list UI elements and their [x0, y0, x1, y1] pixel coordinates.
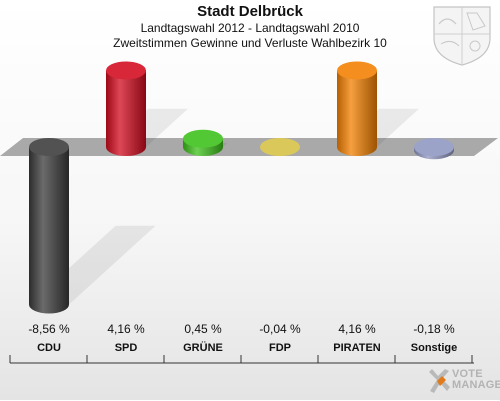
chart-title: Stadt Delbrück — [197, 3, 303, 20]
category-label-sonstige: Sonstige — [411, 342, 457, 354]
chart-subtitle: Landtagswahl 2012 - Landtagswahl 2010 — [140, 21, 360, 35]
bar-spd — [106, 61, 146, 156]
value-label-spd: 4,16 % — [107, 322, 145, 336]
category-label-cdu: CDU — [37, 342, 61, 354]
category-label-gr-ne: GRÜNE — [183, 341, 223, 354]
bar-sonstige — [414, 138, 454, 160]
category-label-spd: SPD — [115, 342, 138, 354]
value-label-fdp: -0,04 % — [259, 322, 301, 336]
bar-cdu — [29, 138, 69, 314]
logo-line-1: VOTE — [452, 368, 483, 380]
chart-subtitle-2: Zweitstimmen Gewinne und Verluste Wahlbe… — [113, 36, 387, 50]
chart-header: Stadt Delbrück Landtagswahl 2012 - Landt… — [0, 3, 500, 51]
value-label-piraten: 4,16 % — [338, 322, 376, 336]
category-label-piraten: PIRATEN — [333, 342, 381, 354]
votemanager-cross-icon — [429, 369, 450, 393]
value-label-sonstige: -0,18 % — [413, 322, 455, 336]
logo-line-2: MANAGER — [452, 379, 500, 391]
category-label-fdp: FDP — [269, 342, 291, 354]
bar-gr-ne — [183, 129, 223, 156]
value-label-gr-ne: 0,45 % — [184, 322, 222, 336]
coat-of-arms-icon — [433, 6, 491, 66]
bar-piraten — [337, 61, 377, 156]
bar-fdp — [260, 138, 300, 156]
votemanager-logo: VOTE MANAGER — [426, 366, 500, 398]
value-label-cdu: -8,56 % — [28, 322, 70, 336]
